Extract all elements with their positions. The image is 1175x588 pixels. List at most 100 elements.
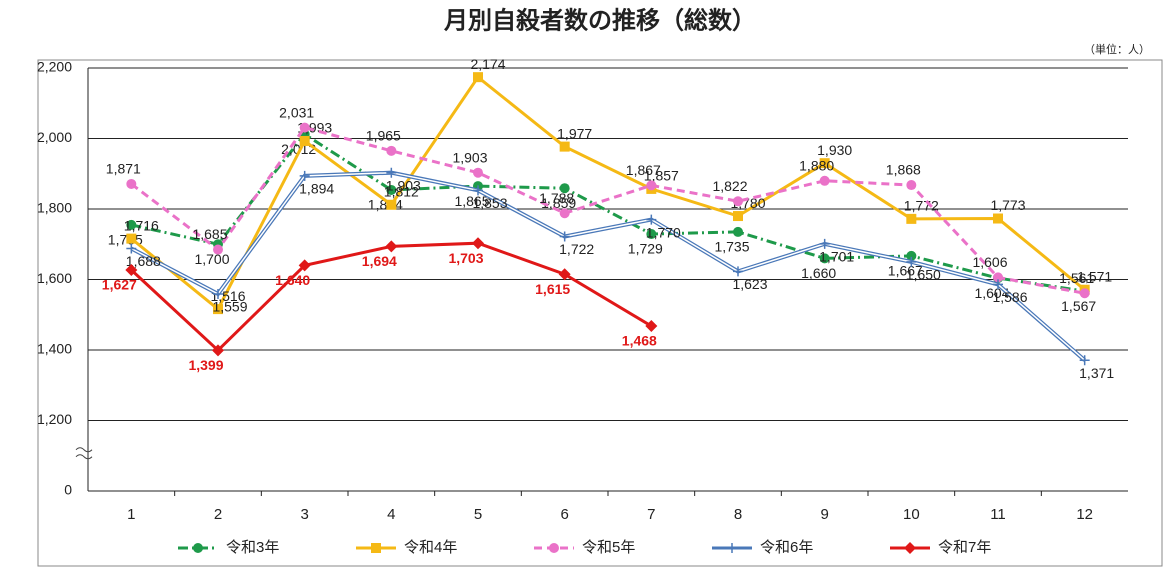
x-tick-label: 11: [990, 506, 1006, 523]
point: [473, 185, 483, 196]
legend-label: 令和3年: [226, 539, 279, 556]
point: [733, 226, 743, 237]
series-line: [130, 125, 1085, 295]
point: [126, 219, 137, 230]
point: [385, 240, 398, 253]
point: [645, 320, 658, 333]
data-label: 1,788: [539, 190, 574, 206]
point: [819, 253, 830, 264]
axis-break: [75, 447, 93, 460]
data-label: 2,031: [279, 104, 314, 120]
x-tick-label: 3: [300, 506, 308, 523]
data-label: 1,559: [212, 299, 247, 315]
legend-label: 令和5年: [582, 539, 635, 556]
point: [646, 229, 657, 240]
point: [906, 256, 917, 267]
point: [213, 244, 223, 255]
legend-marker: [371, 543, 381, 553]
point: [386, 145, 397, 156]
point: [473, 72, 483, 83]
data-label: 1,859: [541, 195, 576, 211]
y-tick-label: 1,800: [37, 200, 72, 216]
data-label: 1,371: [1079, 365, 1114, 381]
data-label: 1,571: [1077, 268, 1112, 284]
legend-label: 令和7年: [938, 539, 991, 556]
unit-note: （単位：人）: [1084, 42, 1150, 56]
point: [819, 158, 830, 169]
point: [819, 175, 830, 186]
data-label: 1,722: [559, 241, 594, 257]
data-label: 1,772: [904, 198, 939, 214]
chart-title: 月別自殺者数の推移（総数）: [443, 6, 756, 34]
y-tick-label: 2,200: [37, 59, 72, 75]
data-label: 1,729: [628, 241, 663, 257]
point: [472, 237, 484, 250]
data-label: 1,660: [801, 265, 836, 281]
point: [733, 266, 743, 277]
data-label: 1,880: [799, 158, 834, 174]
data-label: 1,716: [124, 217, 159, 233]
x-tick-label: 5: [474, 506, 482, 523]
point: [993, 279, 1003, 290]
y-tick-label: 1,600: [37, 270, 72, 286]
data-label: 1,640: [275, 272, 310, 288]
data-label: 1,685: [192, 226, 227, 242]
x-tick-label: 2: [214, 506, 222, 523]
x-tick-label: 7: [647, 506, 655, 523]
point: [906, 180, 917, 191]
point: [125, 263, 138, 276]
point: [733, 211, 743, 222]
data-label: 1,903: [452, 149, 487, 165]
series-line: [130, 171, 1086, 361]
data-label: 1,977: [557, 125, 592, 141]
data-label: 1,735: [714, 239, 749, 255]
point: [646, 214, 657, 225]
point: [386, 199, 397, 210]
data-label: 1,903: [386, 177, 421, 193]
point: [126, 243, 137, 254]
legend-marker: [193, 543, 203, 553]
legend-label: 令和4年: [404, 539, 457, 556]
point: [212, 344, 224, 357]
data-label: 1,894: [299, 181, 334, 197]
point: [906, 213, 917, 224]
point: [559, 208, 570, 219]
data-label: 1,399: [188, 357, 223, 373]
data-label: 1,822: [712, 178, 747, 194]
point: [559, 231, 570, 242]
point: [213, 288, 223, 299]
y-tick-label: 1,200: [37, 411, 72, 427]
point: [299, 135, 310, 146]
point: [733, 196, 743, 207]
point: [559, 141, 570, 152]
point: [213, 304, 223, 315]
data-label: 1,867: [626, 162, 661, 178]
point: [993, 213, 1003, 224]
data-label: 2,174: [470, 56, 505, 72]
x-tick-label: 1: [127, 506, 135, 523]
point: [298, 259, 311, 272]
data-label: 1,857: [644, 168, 679, 184]
data-label: 1,965: [366, 128, 401, 144]
data-label: 1,930: [817, 142, 852, 158]
data-label: 1,773: [990, 197, 1025, 213]
point: [559, 183, 570, 194]
point: [386, 167, 397, 178]
data-label: 1,701: [819, 249, 854, 265]
point: [126, 178, 137, 189]
data-label: 1,627: [102, 277, 137, 293]
data-label: 1,694: [362, 253, 397, 269]
data-label: 1,812: [384, 183, 419, 199]
point: [386, 184, 397, 195]
data-label: 1,606: [972, 254, 1007, 270]
point: [1079, 288, 1090, 299]
x-tick-label: 10: [903, 506, 920, 523]
data-label: 1,650: [906, 267, 941, 283]
legend-label: 令和6年: [760, 539, 813, 556]
frame: [37, 59, 1163, 567]
point: [993, 272, 1003, 283]
y-tick-label: 1,400: [37, 341, 72, 357]
point: [819, 238, 830, 249]
y-tick-label: 2,000: [37, 129, 72, 145]
